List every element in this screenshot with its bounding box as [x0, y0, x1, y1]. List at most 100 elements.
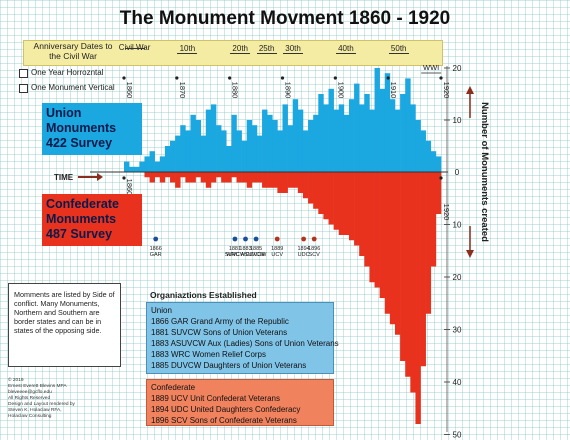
union-bar	[308, 120, 314, 172]
year-tick-label: 1890	[284, 82, 293, 99]
confederate-bar	[333, 172, 340, 230]
copyright-line: bleveeee@gcflo.edu	[8, 390, 52, 395]
confederate-bar	[277, 172, 283, 193]
confederate-bar	[369, 172, 375, 283]
organization-marker	[232, 236, 238, 242]
confederate-bar	[256, 172, 263, 183]
confederate-bar	[236, 172, 242, 183]
year-tick-label: 1870	[178, 82, 187, 99]
organization-marker	[274, 236, 280, 242]
year-dot	[333, 76, 337, 80]
union-bar	[144, 156, 150, 172]
confederate-bar	[328, 172, 334, 225]
organization-marker	[253, 236, 259, 242]
union-bar	[323, 104, 329, 172]
anniversary-underline	[124, 48, 145, 49]
confederate-bar	[251, 172, 258, 183]
year-dot	[175, 76, 179, 80]
horizontal-legend-checkbox[interactable]	[19, 69, 28, 78]
y-axis-label: Number of Monuments created	[479, 102, 490, 242]
union-bar	[430, 151, 437, 172]
confederate-bar	[302, 172, 309, 199]
year-dot	[228, 76, 232, 80]
union-bar	[149, 151, 155, 172]
confederate-bar	[354, 172, 360, 246]
confederate-bar	[267, 172, 273, 188]
confederate-bar	[272, 172, 278, 188]
union-bar	[415, 120, 421, 172]
union-box-line1: Union	[46, 106, 82, 120]
year-tick-label: 1900	[336, 82, 345, 99]
union-organization-item: 1883 ASUVCW Aux (Ladies) Sons of Union V…	[151, 339, 339, 348]
union-bar	[364, 94, 370, 172]
union-bar	[302, 130, 309, 172]
union-organizations-title: Union	[151, 306, 172, 315]
union-organization-item: 1881 SUVCW Sons of Union Veterans	[151, 328, 288, 337]
y-tick-label: 10	[453, 221, 462, 230]
confederate-bar	[144, 172, 150, 178]
confederate-box-line2: Monuments	[46, 212, 117, 226]
anniversary-label: Civil War	[118, 43, 151, 52]
organization-year: 1883	[239, 246, 251, 252]
anniversary-underline	[177, 53, 198, 54]
union-bar	[200, 135, 207, 172]
confederate-bar	[384, 172, 391, 314]
confederate-bar	[282, 172, 288, 193]
year-tick-label: 1920	[442, 204, 451, 221]
y-tick-label: 30	[453, 326, 462, 335]
union-bar	[389, 99, 396, 172]
anniversary-underline	[230, 53, 251, 54]
union-bar	[185, 130, 191, 172]
organization-year: 1894	[298, 246, 310, 252]
confederate-bar	[185, 172, 191, 183]
confederate-bar	[205, 172, 212, 188]
union-bar	[328, 88, 334, 172]
confederate-bar	[170, 172, 176, 183]
union-bar	[175, 135, 181, 172]
union-organization-item: 1883 WRC Women Relief Corps	[151, 350, 267, 359]
confederate-organizations-title: Confederate	[151, 383, 196, 392]
confederate-bar	[231, 172, 237, 178]
vertical-legend-checkbox[interactable]	[19, 84, 28, 93]
confederate-bar	[297, 172, 304, 193]
confederate-bar	[200, 172, 207, 183]
chart-title: The Monument Movment 1860 - 1920	[119, 8, 451, 29]
year-tick-label: 1910	[389, 82, 398, 99]
organization-year: 1896	[308, 246, 320, 252]
confederate-bar	[216, 172, 222, 178]
union-bar	[405, 78, 411, 172]
confederate-bar	[359, 172, 365, 256]
year-dot	[122, 176, 126, 180]
union-bar	[333, 109, 340, 172]
organization-year: 1885	[250, 246, 262, 252]
organization-year: 1866	[150, 246, 162, 252]
y-tick-label: 10	[453, 116, 462, 125]
confederate-bar	[394, 172, 401, 335]
union-bar	[205, 109, 212, 172]
confederate-bar	[262, 172, 268, 188]
union-bar	[241, 140, 248, 172]
union-bar	[231, 114, 237, 172]
confederate-bar	[389, 172, 396, 325]
confederate-monuments-box: Confederate Monuments 487 Survey	[42, 194, 142, 246]
confederate-bar	[374, 172, 380, 288]
year-dot	[386, 76, 390, 80]
confederate-organization-item: 1889 UCV Unit Confederat Veterans	[151, 394, 280, 403]
organization-abbrev: WRC ASUVCW	[226, 252, 265, 258]
anniversary-label: 25th	[258, 44, 275, 53]
union-bar	[292, 99, 299, 172]
union-bar	[374, 68, 380, 172]
copyright-line: Steven K. Holaclaw RFA,	[8, 408, 62, 413]
confederate-box-line1: Confederate	[46, 197, 119, 211]
union-monuments-box: Union Monuments 422 Survey	[42, 103, 142, 155]
organization-marker	[301, 236, 307, 242]
confederate-bar	[318, 172, 324, 214]
year-tick-label: 1860	[125, 179, 134, 196]
union-bar	[159, 156, 166, 172]
year-tick-label: 1860	[125, 82, 134, 99]
union-bar	[343, 114, 350, 172]
anniversary-underline	[283, 53, 304, 54]
union-bar	[129, 166, 135, 172]
organization-abbrev: GAR	[150, 252, 162, 258]
